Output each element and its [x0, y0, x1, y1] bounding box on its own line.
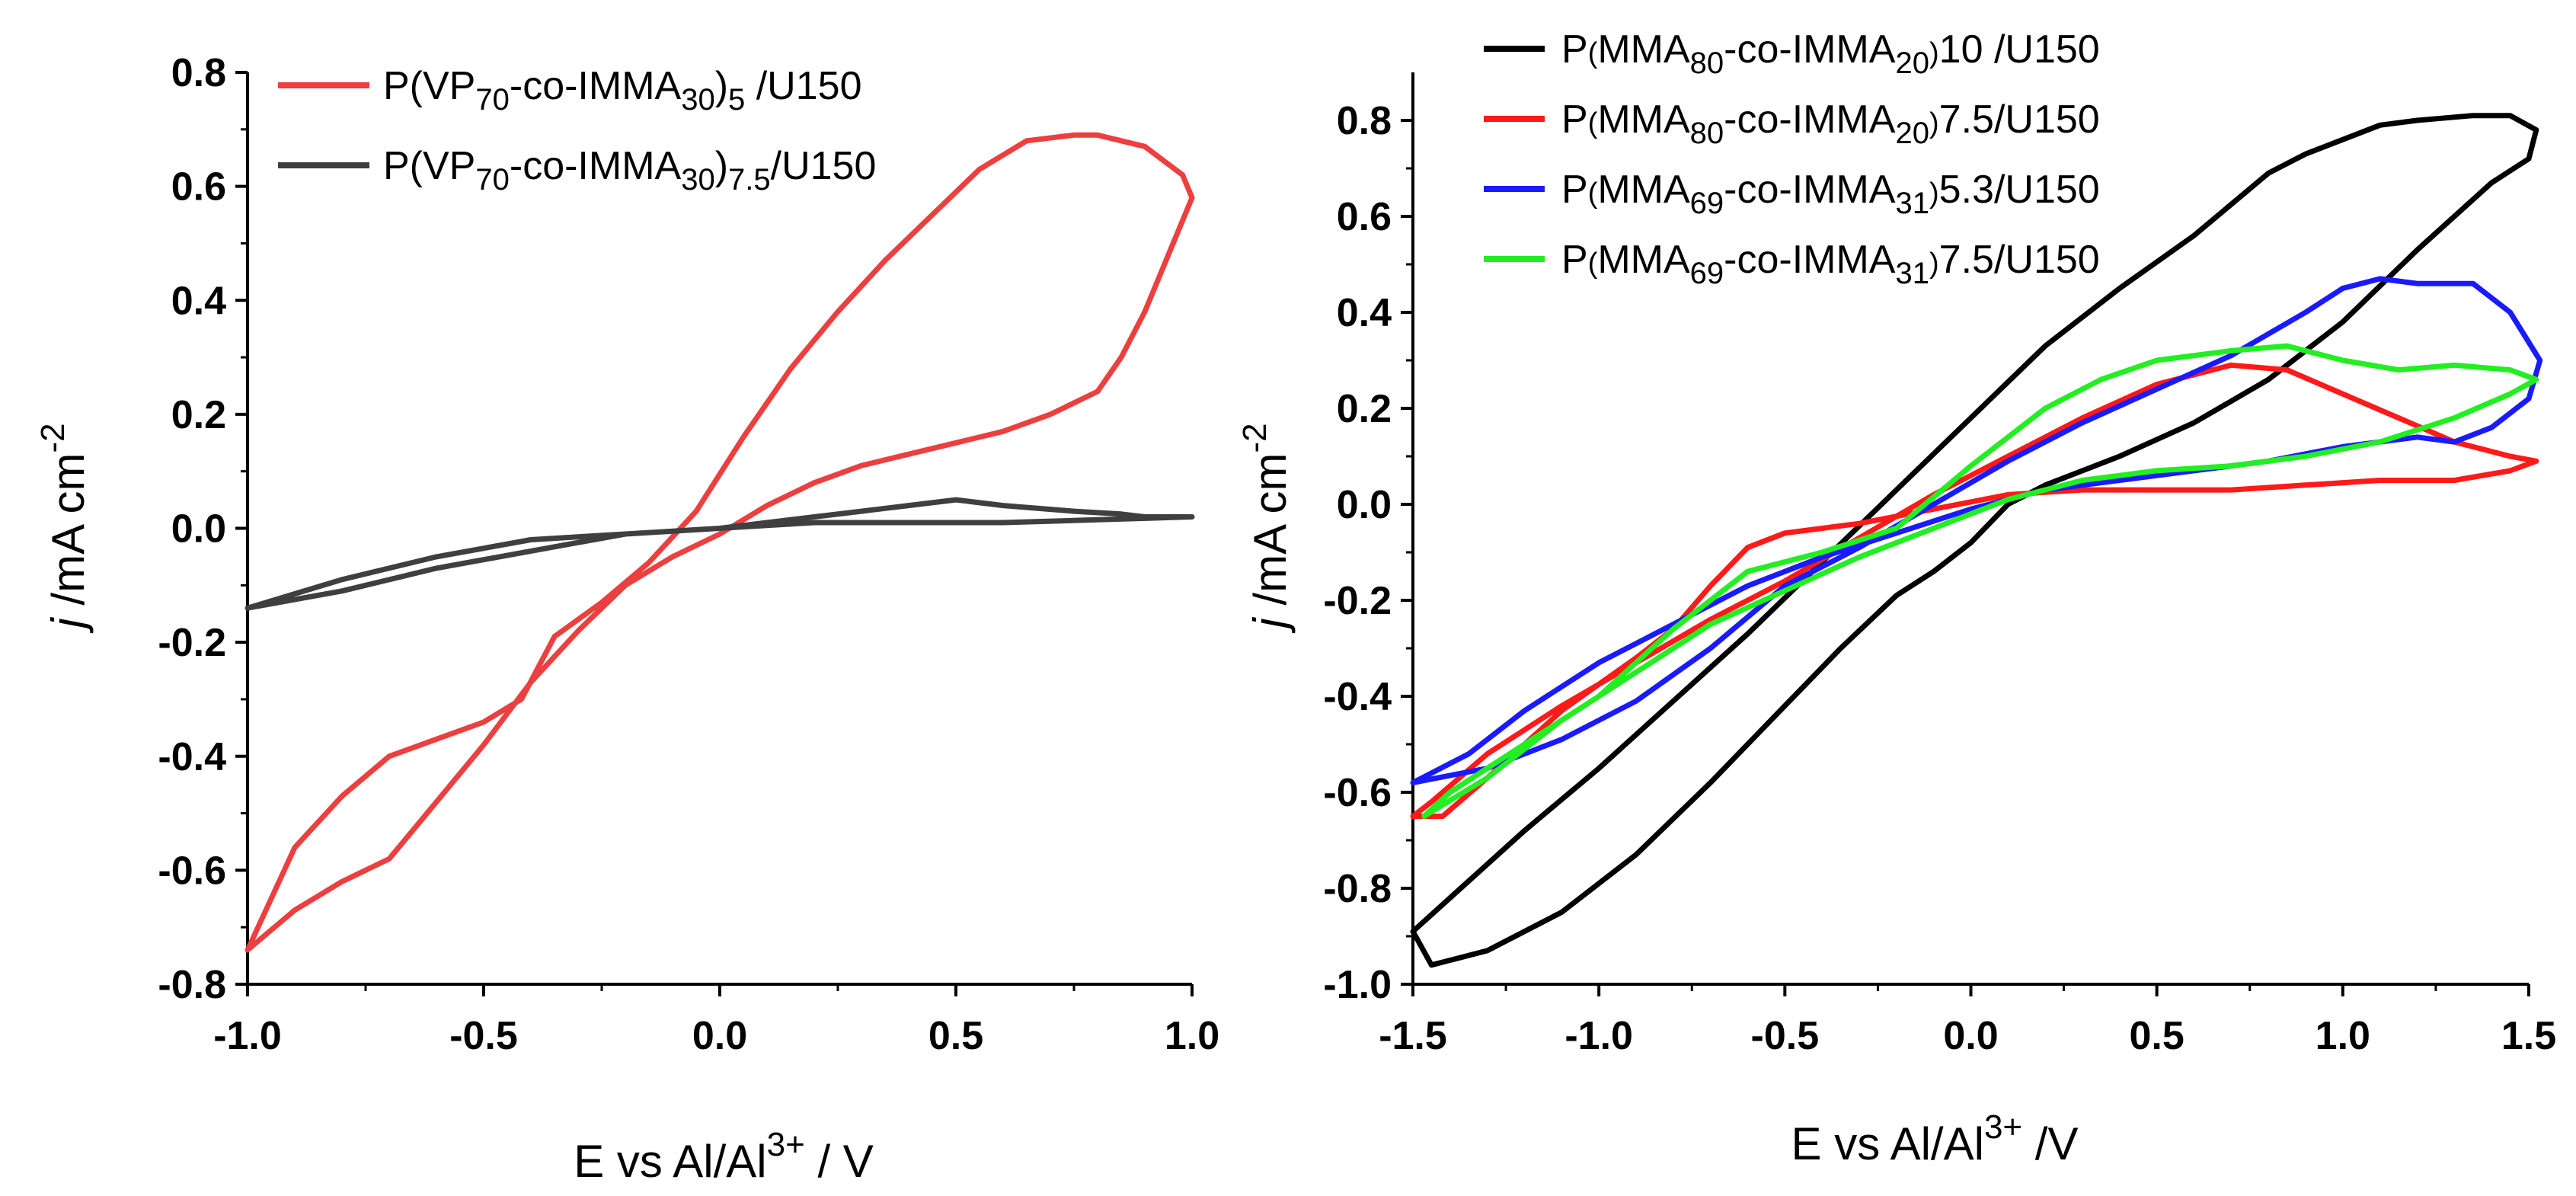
series-line-1: [1410, 113, 2539, 968]
x-axis-title: E vs Al/Al3+ /V: [1791, 1108, 2079, 1169]
series-line-3: [1410, 276, 2543, 785]
y-tick-label: 0.6: [171, 165, 226, 209]
y-tick-label: 0.8: [1337, 99, 1392, 143]
legend-label-1: P(MMA80-co-IMMA20)10 /U150: [1561, 27, 2100, 80]
x-tick-label: 1.0: [1165, 1014, 1219, 1058]
series-line-2: [244, 497, 1195, 611]
y-axis-title: j /mA cm-2: [34, 423, 94, 633]
y-tick-label: 0.2: [1337, 387, 1392, 431]
x-tick-label: 0.0: [692, 1014, 747, 1058]
series-line-2: [1410, 362, 2539, 819]
x-tick-label: 0.0: [1943, 1014, 1998, 1058]
y-tick-label: 0.0: [1337, 483, 1392, 527]
series-line-4: [1421, 343, 2539, 819]
x-tick-label: -0.5: [449, 1014, 518, 1058]
x-tick-label: 0.5: [2130, 1014, 2184, 1058]
y-tick-label: -0.6: [1323, 771, 1392, 815]
y-tick-label: -0.2: [1323, 579, 1392, 623]
legend-label-2: P(MMA80-co-IMMA20)7.5/U150: [1561, 98, 2100, 150]
chart-1: 0.8 0.6 0.4 0.2 0.0 -0.2 -0.4 -0.6 -0.8 -1.0 -0.5 0…: [34, 51, 1219, 1187]
x-tick-label: -0.5: [1751, 1014, 1820, 1058]
x-tick-label: 1.5: [2501, 1014, 2556, 1058]
y-tick-label: 0.4: [1337, 291, 1392, 335]
y-tick-label: 0.8: [171, 51, 226, 95]
y-tick-label: -0.4: [158, 735, 226, 779]
y-tick-label: -0.6: [158, 849, 226, 893]
y-tick-label: 0.4: [171, 279, 226, 323]
legend-label-4: P(MMA69-co-IMMA31)7.5/U150: [1561, 238, 2100, 290]
x-tick-label: 1.0: [2316, 1014, 2370, 1058]
y-tick-label: -0.8: [158, 963, 226, 1007]
y-tick-label: -0.8: [1323, 867, 1392, 911]
legend-label-3: P(MMA69-co-IMMA31)5.3/U150: [1561, 168, 2100, 220]
x-axis-title: E vs Al/Al3+ / V: [574, 1126, 874, 1187]
series-line-1: [244, 132, 1195, 953]
x-tick-label: -1.5: [1379, 1014, 1447, 1058]
y-tick-label: 0.6: [1337, 195, 1392, 239]
y-tick-label: -1.0: [1323, 963, 1392, 1007]
legend-label-2: P(VP70-co-IMMA30)7.5/U150: [383, 144, 876, 197]
x-tick-label: -1.0: [1564, 1014, 1633, 1058]
y-tick-label: -0.4: [1323, 675, 1392, 719]
y-tick-label: 0.0: [171, 507, 226, 552]
y-tick-label: -0.2: [158, 621, 226, 665]
x-tick-label: -1.0: [213, 1014, 282, 1058]
chart-2: 0.8 0.6 0.4 0.2 0.0 -0.2 -0.4 -0.6 -0.8 -1.0 -1.5 -…: [1236, 27, 2556, 1169]
y-axis-title: j /mA cm-2: [1236, 423, 1296, 633]
y-tick-label: 0.2: [171, 393, 226, 437]
legend-label-1: P(VP70-co-IMMA30)5 /U150: [383, 64, 862, 117]
x-tick-label: 0.5: [928, 1014, 983, 1058]
